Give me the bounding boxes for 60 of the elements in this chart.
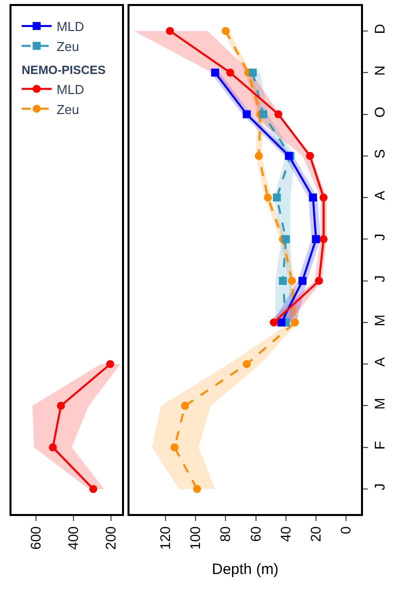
y-tick-label: D [372, 24, 388, 34]
point [272, 194, 281, 202]
point [193, 485, 202, 494]
y-tick-label: A [372, 190, 388, 200]
point [89, 485, 98, 494]
y-tick-label: S [372, 149, 388, 158]
y-tick-label: O [372, 106, 388, 118]
point [248, 68, 257, 77]
point [166, 26, 174, 35]
point [274, 110, 282, 118]
point [170, 443, 178, 452]
point [277, 318, 286, 326]
legend-label: MLD [56, 19, 84, 34]
x-tick-label: 60 [247, 526, 264, 542]
point [270, 318, 278, 326]
point [320, 194, 328, 202]
legend-label: Zeu [56, 39, 80, 54]
point [290, 318, 299, 326]
point [306, 152, 314, 160]
point [106, 360, 114, 368]
point [242, 360, 251, 368]
point [259, 110, 268, 118]
x-tick-label: 600 [27, 526, 44, 550]
point [226, 68, 234, 77]
legend-title: NEMO-PISCES [22, 63, 106, 78]
y-tick-label: J [372, 234, 388, 241]
x-tick-label: 100 [187, 526, 204, 550]
point [254, 152, 263, 160]
x-tick-label: 0 [338, 526, 354, 534]
point [222, 26, 230, 35]
point [298, 276, 306, 285]
point [288, 276, 296, 285]
y-tick-label: F [372, 441, 388, 450]
x-tick-label: 120 [156, 526, 173, 550]
point [48, 443, 57, 452]
point [320, 235, 328, 244]
x-tick-label: 400 [65, 526, 82, 550]
y-tick-label: A [372, 356, 388, 367]
y-tick-label: J [372, 275, 388, 282]
x-tick-label: 200 [102, 526, 119, 550]
x-tick-label: 20 [308, 526, 324, 542]
y-tick-label: M [372, 314, 388, 326]
point [312, 235, 320, 244]
point [264, 194, 272, 202]
legend-label: MLD [56, 82, 84, 97]
y-tick-label: M [372, 398, 388, 410]
x-tick-label: 40 [277, 526, 294, 542]
point [278, 276, 287, 285]
point [56, 402, 65, 410]
point [181, 402, 189, 410]
y-tick-label: J [372, 483, 388, 490]
point [308, 194, 317, 202]
point [315, 276, 324, 285]
x-tick-label: 80 [217, 526, 234, 542]
point [211, 68, 220, 77]
legend-label: Zeu [56, 102, 80, 117]
point [282, 235, 290, 244]
point [242, 110, 251, 118]
x-axis-title: Depth (m) [212, 561, 279, 578]
y-tick-label: N [372, 65, 388, 76]
